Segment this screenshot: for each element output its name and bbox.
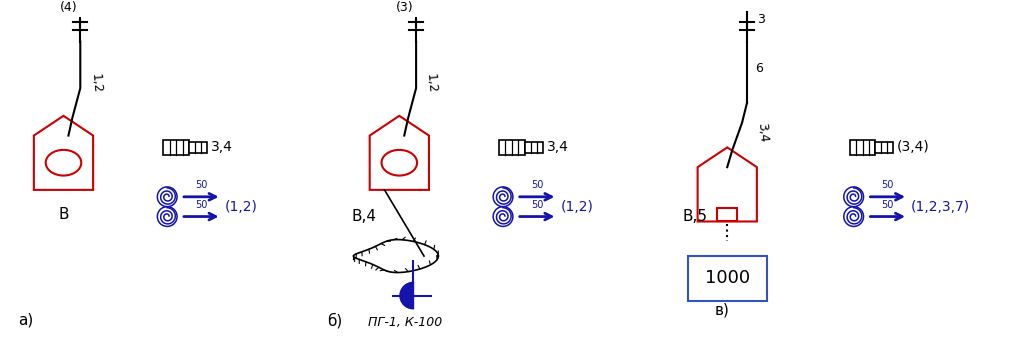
Bar xyxy=(717,208,737,222)
Text: (4): (4) xyxy=(60,1,77,14)
Text: 50: 50 xyxy=(531,180,543,190)
Text: B,5: B,5 xyxy=(683,209,708,224)
Text: (3): (3) xyxy=(396,1,413,14)
Text: 50: 50 xyxy=(882,180,894,190)
Text: (1,2): (1,2) xyxy=(561,200,593,214)
Bar xyxy=(499,139,525,155)
Bar xyxy=(849,139,876,155)
Text: 6: 6 xyxy=(754,62,763,75)
Text: B: B xyxy=(59,207,69,222)
Bar xyxy=(688,256,767,300)
Text: ПГ-1, К-100: ПГ-1, К-100 xyxy=(368,316,442,329)
Text: 50: 50 xyxy=(531,199,543,210)
Text: 3,4: 3,4 xyxy=(211,140,232,154)
Text: 50: 50 xyxy=(195,180,207,190)
Text: 1,2: 1,2 xyxy=(424,73,438,94)
Bar xyxy=(525,142,542,153)
Text: б): б) xyxy=(327,312,342,328)
Text: а): а) xyxy=(18,313,33,328)
Wedge shape xyxy=(400,283,413,308)
Text: 3: 3 xyxy=(756,13,765,26)
Text: (1,2,3,7): (1,2,3,7) xyxy=(911,200,970,214)
Text: 3,4: 3,4 xyxy=(754,122,770,143)
Text: (3,4): (3,4) xyxy=(897,140,930,154)
Text: 50: 50 xyxy=(195,199,207,210)
Text: B,4: B,4 xyxy=(351,209,377,224)
Text: 50: 50 xyxy=(882,199,894,210)
Circle shape xyxy=(400,283,426,308)
Bar xyxy=(164,139,189,155)
Text: (1,2): (1,2) xyxy=(224,200,258,214)
Text: 3,4: 3,4 xyxy=(546,140,569,154)
Text: 1,2: 1,2 xyxy=(88,73,103,94)
Bar xyxy=(876,142,893,153)
Bar xyxy=(189,142,207,153)
Text: в): в) xyxy=(715,303,730,318)
Text: 1000: 1000 xyxy=(705,269,749,287)
